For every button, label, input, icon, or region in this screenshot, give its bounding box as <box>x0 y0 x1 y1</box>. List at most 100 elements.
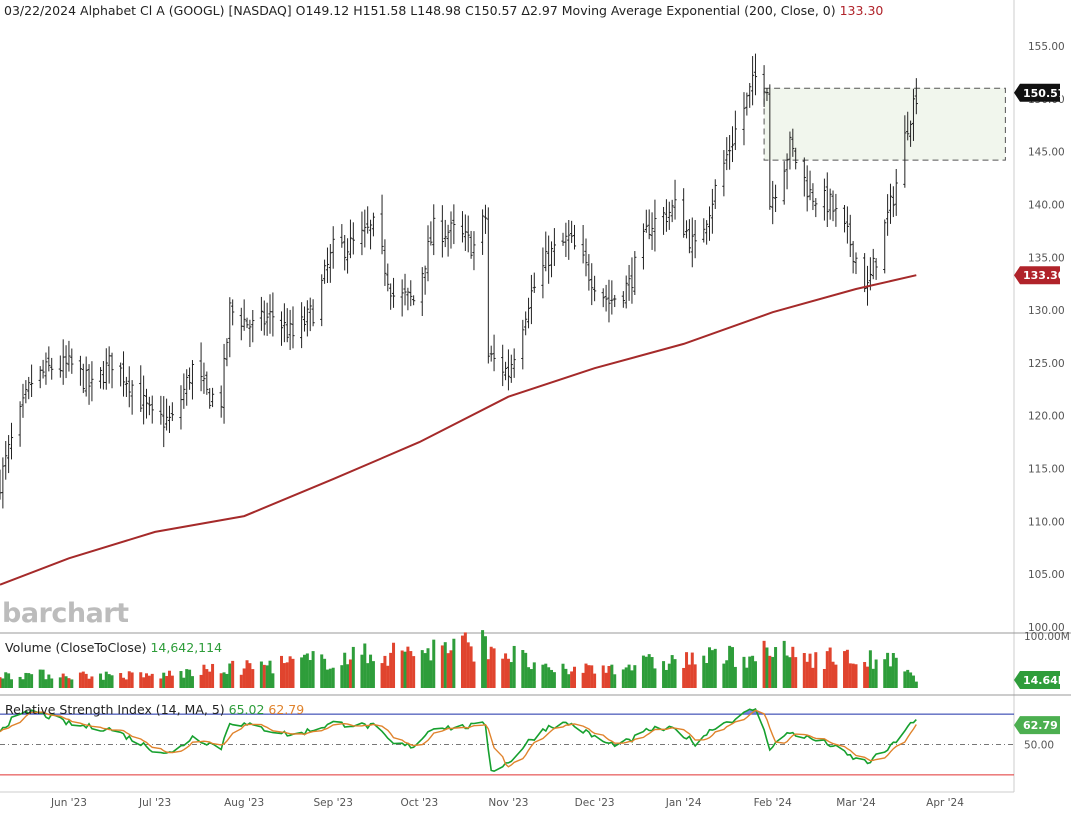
volume-bar <box>911 675 915 688</box>
ohlc-bar <box>745 92 749 116</box>
time-tick-label: Feb '24 <box>754 797 792 809</box>
ohlc-bar <box>624 275 628 309</box>
volume-bar <box>532 662 536 688</box>
volume-bar <box>412 656 416 688</box>
volume-bar <box>544 663 548 688</box>
ohlc-bar <box>150 395 154 424</box>
volume-bar <box>320 654 324 688</box>
volume-bar <box>383 655 387 688</box>
ohlc-bar <box>851 241 855 274</box>
ohlc-bar <box>773 184 778 213</box>
volume-bar <box>90 676 94 688</box>
ohlc-bar <box>684 220 689 239</box>
volume-bar <box>866 666 870 688</box>
time-tick-label: Jan '24 <box>665 797 702 809</box>
ohlc-bar <box>460 211 465 243</box>
volume-bar <box>662 661 666 688</box>
ohlc-bar <box>302 306 307 332</box>
ohlc-bar <box>863 253 867 293</box>
volume-bar <box>18 676 22 688</box>
ohlc-bar <box>607 279 611 323</box>
volume-bar <box>302 654 306 688</box>
ohlc-bar <box>630 257 634 304</box>
volume-bar <box>245 660 249 688</box>
ohlc-bar <box>894 168 898 216</box>
ohlc-bar <box>529 274 534 325</box>
time-tick-label: Apr '24 <box>926 797 964 809</box>
volume-bar <box>328 668 332 688</box>
price-tick-label: 120.00 <box>1028 411 1065 423</box>
ohlc-bar <box>0 469 2 500</box>
ohlc-bar <box>443 219 447 248</box>
volume-bar <box>351 646 355 688</box>
ohlc-bar <box>165 398 169 431</box>
ohlc-bar <box>886 194 890 236</box>
ohlc-bar <box>667 201 671 230</box>
ohlc-bar <box>426 225 430 282</box>
ohlc-bar <box>906 111 910 141</box>
ohlc-bar <box>610 280 614 315</box>
ema-badge-shape <box>1014 266 1060 285</box>
volume-bar <box>570 671 574 688</box>
ohlc-bar <box>831 190 835 222</box>
volume-bar <box>208 671 212 688</box>
volume-label: Volume (CloseToClose) <box>5 640 147 655</box>
ohlc-bar <box>320 274 324 327</box>
ohlc-bar <box>199 342 203 392</box>
ohlc-bar <box>601 288 605 308</box>
volume-bar <box>139 672 143 688</box>
volume-bar <box>107 674 111 688</box>
ohlc-bar <box>87 364 91 405</box>
ohlc-bar <box>110 352 114 389</box>
volume-bar <box>834 664 838 688</box>
ohlc-bar <box>661 206 666 235</box>
volume-bar <box>1 678 5 688</box>
ohlc-bar <box>702 218 706 243</box>
volume-bar <box>423 653 427 688</box>
volume-bar <box>144 673 148 688</box>
ohlc-bar <box>288 309 292 350</box>
volume-bar <box>742 656 746 688</box>
ohlc-bar <box>366 206 370 234</box>
ohlc-bar <box>251 309 255 343</box>
ohlc-bar <box>570 220 574 243</box>
rsi-line <box>0 708 917 773</box>
volume-bar <box>624 667 628 688</box>
time-tick-label: Aug '23 <box>224 797 264 809</box>
ohlc-bar <box>130 380 134 415</box>
volume-bar <box>325 669 329 688</box>
volume-bar <box>251 669 255 688</box>
ohlc-bar <box>834 193 838 227</box>
volume-bar <box>78 672 82 688</box>
volume-bar <box>406 646 410 688</box>
volume-bar <box>673 659 677 688</box>
ohlc-bar <box>483 204 488 234</box>
ohlc-bar <box>501 344 505 387</box>
volume-bar <box>751 655 755 688</box>
volume-bar <box>443 642 447 688</box>
volume-bar <box>552 672 556 688</box>
ohlc-bar <box>432 204 436 256</box>
volume-bar <box>483 636 487 688</box>
ohlc-bar <box>104 348 108 390</box>
volume-bar <box>110 675 114 688</box>
volume-bar <box>219 673 223 688</box>
volume-bar <box>348 659 352 688</box>
ema-200-line <box>0 274 917 586</box>
ohlc-bar <box>41 359 45 379</box>
volume-bar <box>50 678 54 688</box>
ohlc-bar <box>788 131 792 170</box>
ohlc-bar <box>552 228 556 266</box>
volume-bar <box>753 661 757 688</box>
ohlc-bar <box>911 88 916 141</box>
volume-badge-text: 14.64M <box>1023 674 1069 687</box>
volume-bar <box>44 679 48 688</box>
volume-bar <box>452 638 456 688</box>
ohlc-bar <box>541 247 545 299</box>
rsi-label: Relative Strength Index (14, MA, 5) <box>5 702 225 717</box>
volume-bar <box>831 661 835 688</box>
volume-bar <box>282 663 286 688</box>
last-price-badge-shape <box>1014 83 1060 102</box>
volume-bar <box>705 662 709 688</box>
